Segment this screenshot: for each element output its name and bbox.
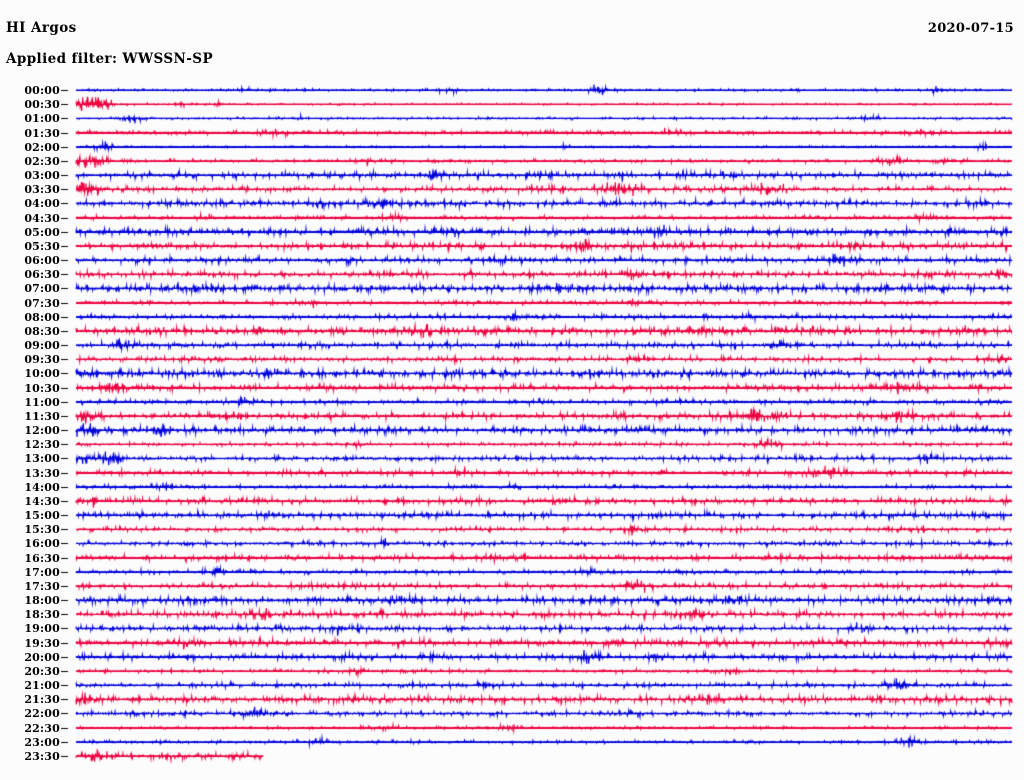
time-label-0630: 06:30 (24, 268, 60, 282)
time-label-1900: 19:00 (24, 622, 60, 636)
time-label-2000: 20:00 (24, 650, 60, 664)
time-label-1400: 14:00 (24, 480, 60, 494)
time-label-1830: 18:30 (24, 608, 60, 622)
time-label-0400: 04:00 (24, 197, 60, 211)
time-label-0800: 08:00 (24, 310, 60, 324)
time-label-1030: 10:30 (24, 381, 60, 395)
time-label-0100: 01:00 (24, 112, 60, 126)
time-label-0430: 04:30 (24, 211, 60, 225)
time-label-0030: 00:30 (24, 98, 60, 112)
time-label-1000: 10:00 (24, 367, 60, 381)
seismogram-trace-canvas (0, 80, 1024, 780)
time-label-0500: 05:00 (24, 225, 60, 239)
applied-filter-label: Applied filter: WWSSN-SP (6, 51, 213, 67)
time-label-2030: 20:30 (24, 664, 60, 678)
time-label-1930: 19:30 (24, 636, 60, 650)
time-label-1630: 16:30 (24, 551, 60, 565)
time-label-1200: 12:00 (24, 424, 60, 438)
time-label-0700: 07:00 (24, 282, 60, 296)
time-label-0200: 02:00 (24, 140, 60, 154)
time-label-1500: 15:00 (24, 509, 60, 523)
time-label-0130: 01:30 (24, 126, 60, 140)
record-date: 2020-07-15 (927, 21, 1014, 36)
time-label-0300: 03:00 (24, 169, 60, 183)
time-label-0730: 07:30 (24, 296, 60, 310)
time-label-1730: 17:30 (24, 579, 60, 593)
time-label-2200: 22:00 (24, 707, 60, 721)
time-label-1530: 15:30 (24, 523, 60, 537)
time-label-2100: 21:00 (24, 679, 60, 693)
time-label-1700: 17:00 (24, 565, 60, 579)
time-label-2130: 21:30 (24, 693, 60, 707)
time-label-1600: 16:00 (24, 537, 60, 551)
time-label-1800: 18:00 (24, 594, 60, 608)
time-label-0330: 03:30 (24, 183, 60, 197)
time-label-1330: 13:30 (24, 466, 60, 480)
time-label-0930: 09:30 (24, 353, 60, 367)
time-label-2230: 22:30 (24, 721, 60, 735)
time-label-0600: 06:00 (24, 254, 60, 268)
time-label-0530: 05:30 (24, 239, 60, 253)
time-label-2300: 23:00 (24, 735, 60, 749)
time-label-1230: 12:30 (24, 438, 60, 452)
time-label-1430: 14:30 (24, 494, 60, 508)
time-label-0900: 09:00 (24, 339, 60, 353)
time-label-1300: 13:00 (24, 452, 60, 466)
time-label-1100: 11:00 (24, 395, 60, 409)
time-label-0830: 08:30 (24, 324, 60, 338)
time-label-0000: 00:00 (24, 84, 60, 97)
time-label-0230: 02:30 (24, 154, 60, 168)
time-label-1130: 11:30 (24, 409, 60, 423)
time-label-2330: 23:30 (24, 749, 60, 763)
helicorder-plot-area: 00:00 00:30 01:00 01:30 02:00 02:30 03:00 03:30… (0, 80, 1024, 780)
station-title: HI Argos (6, 20, 77, 36)
